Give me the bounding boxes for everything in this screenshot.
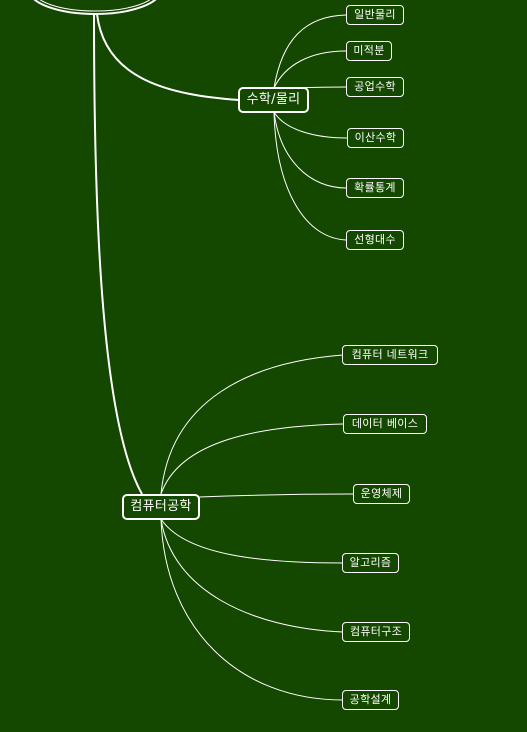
node-algorithms[interactable]: 알고리즘 xyxy=(342,553,399,573)
node-engineering-math[interactable]: 공업수학 xyxy=(346,77,404,97)
node-linear-algebra[interactable]: 선형대수 xyxy=(346,230,404,250)
edge-math-0 xyxy=(273,14,347,89)
node-probability-statistics[interactable]: 확률통계 xyxy=(346,178,404,198)
root-node-outline xyxy=(33,0,157,15)
edge-math-4 xyxy=(273,111,347,189)
node-calculus[interactable]: 미적분 xyxy=(346,41,392,61)
edge-math-5 xyxy=(273,111,347,241)
node-operating-system[interactable]: 운영체제 xyxy=(353,484,410,504)
edge-cs-2 xyxy=(198,493,354,498)
edge-math-1 xyxy=(273,50,347,89)
edge-root-math xyxy=(96,13,240,101)
node-general-physics[interactable]: 일반물리 xyxy=(346,5,404,25)
node-engineering-design[interactable]: 공학설계 xyxy=(342,690,399,710)
edge-cs-1 xyxy=(160,423,344,495)
node-computer-architecture[interactable]: 컴퓨터구조 xyxy=(342,622,410,642)
node-discrete-math[interactable]: 이산수학 xyxy=(347,128,404,148)
root-node-inner-outline xyxy=(39,0,151,12)
branch-computer-engineering[interactable]: 컴퓨터공학 xyxy=(122,494,200,520)
edge-cs-4 xyxy=(160,518,344,633)
branch-math-physics[interactable]: 수학/물리 xyxy=(238,87,309,113)
node-database[interactable]: 데이터 베이스 xyxy=(343,414,427,434)
edge-math-3 xyxy=(273,111,348,139)
edge-cs-5 xyxy=(160,518,344,701)
edge-root-cs xyxy=(93,13,143,495)
edge-cs-0 xyxy=(160,354,344,495)
node-computer-network[interactable]: 컴퓨터 네트워크 xyxy=(342,345,438,365)
edge-cs-3 xyxy=(160,518,344,564)
